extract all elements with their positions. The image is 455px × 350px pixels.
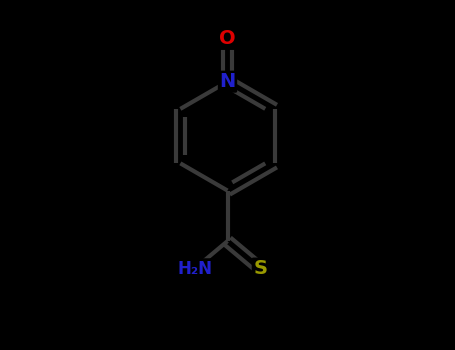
Text: N: N — [219, 72, 236, 91]
Text: H₂N: H₂N — [177, 260, 212, 278]
Text: S: S — [253, 259, 267, 278]
Text: O: O — [219, 29, 236, 48]
